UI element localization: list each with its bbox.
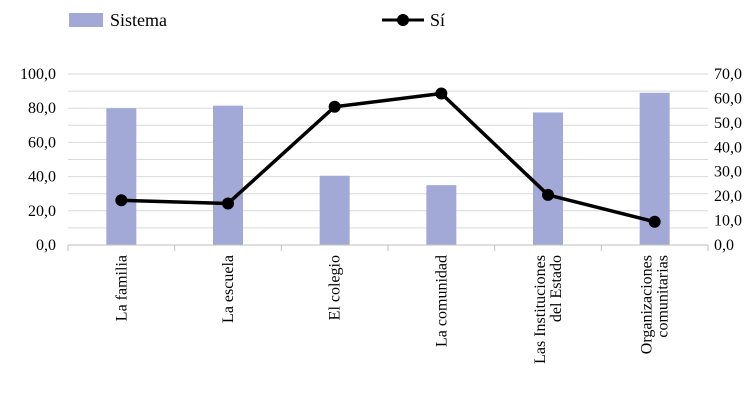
- category-label: El colegio: [327, 255, 344, 320]
- bar-sistema: [213, 105, 243, 245]
- point-si: [115, 194, 128, 207]
- left-y-tick-label: 0,0: [36, 237, 56, 254]
- right-y-tick-label: 60,0: [714, 90, 742, 107]
- legend-marker-si: [397, 14, 409, 26]
- right-y-tick-label: 0,0: [714, 237, 734, 254]
- legend-label-sistema: Sistema: [110, 10, 167, 30]
- right-y-tick-label: 10,0: [714, 213, 742, 230]
- category-label: La escuela: [220, 255, 237, 323]
- category-label: Las Institucionesdel Estado: [532, 255, 565, 364]
- bar-series-sistema: [106, 92, 670, 245]
- category-label-line: La comunidad: [433, 255, 450, 347]
- x-axis-category-labels: La familia La escuela El colegio La comunid…: [113, 255, 671, 364]
- category-label: Organizacionescomunitarias: [639, 255, 672, 354]
- right-y-axis-ticks: 0,0 10,0 20,0 30,0 40,0 50,0 60,0 70,0: [714, 66, 742, 254]
- category-label-line: El colegio: [327, 255, 344, 320]
- category-label: La comunidad: [433, 255, 450, 347]
- right-y-tick-label: 50,0: [714, 115, 742, 132]
- right-y-tick-label: 70,0: [714, 66, 742, 83]
- category-label-line: La escuela: [220, 255, 237, 323]
- left-y-axis-ticks: 0,0 20,0 40,0 60,0 80,0 100,0: [20, 66, 56, 254]
- point-si: [542, 188, 554, 201]
- axes: [67, 244, 709, 251]
- bar-sistema: [319, 175, 350, 245]
- point-si: [648, 215, 661, 228]
- category-label-line: Las Instituciones: [532, 255, 549, 364]
- left-y-tick-label: 20,0: [28, 203, 56, 220]
- bar-sistema: [426, 185, 457, 245]
- left-y-tick-label: 80,0: [28, 100, 56, 117]
- point-si: [435, 87, 448, 100]
- bar-sistema: [533, 112, 563, 245]
- left-y-tick-label: 40,0: [28, 169, 56, 186]
- category-label-line: del Estado: [548, 255, 565, 322]
- gridlines: [68, 73, 708, 229]
- category-label-line: Organizaciones: [639, 255, 656, 354]
- point-si: [222, 197, 234, 210]
- legend-label-si: Sí: [430, 10, 445, 30]
- legend-swatch-sistema: [69, 13, 103, 27]
- category-label-line: La familia: [113, 255, 130, 321]
- left-y-tick-label: 100,0: [20, 66, 56, 83]
- right-y-tick-label: 30,0: [714, 164, 742, 181]
- category-label-line: comunitarias: [655, 255, 672, 338]
- line-si: [121, 91, 656, 224]
- legend: Sistema Sí: [69, 10, 445, 30]
- line-series-si: [115, 87, 661, 228]
- point-si: [328, 100, 341, 113]
- bar-sistema: [106, 108, 137, 245]
- left-y-tick-label: 60,0: [28, 134, 56, 151]
- right-y-tick-label: 40,0: [714, 139, 742, 156]
- right-y-tick-label: 20,0: [714, 188, 742, 205]
- category-label: La familia: [113, 255, 130, 321]
